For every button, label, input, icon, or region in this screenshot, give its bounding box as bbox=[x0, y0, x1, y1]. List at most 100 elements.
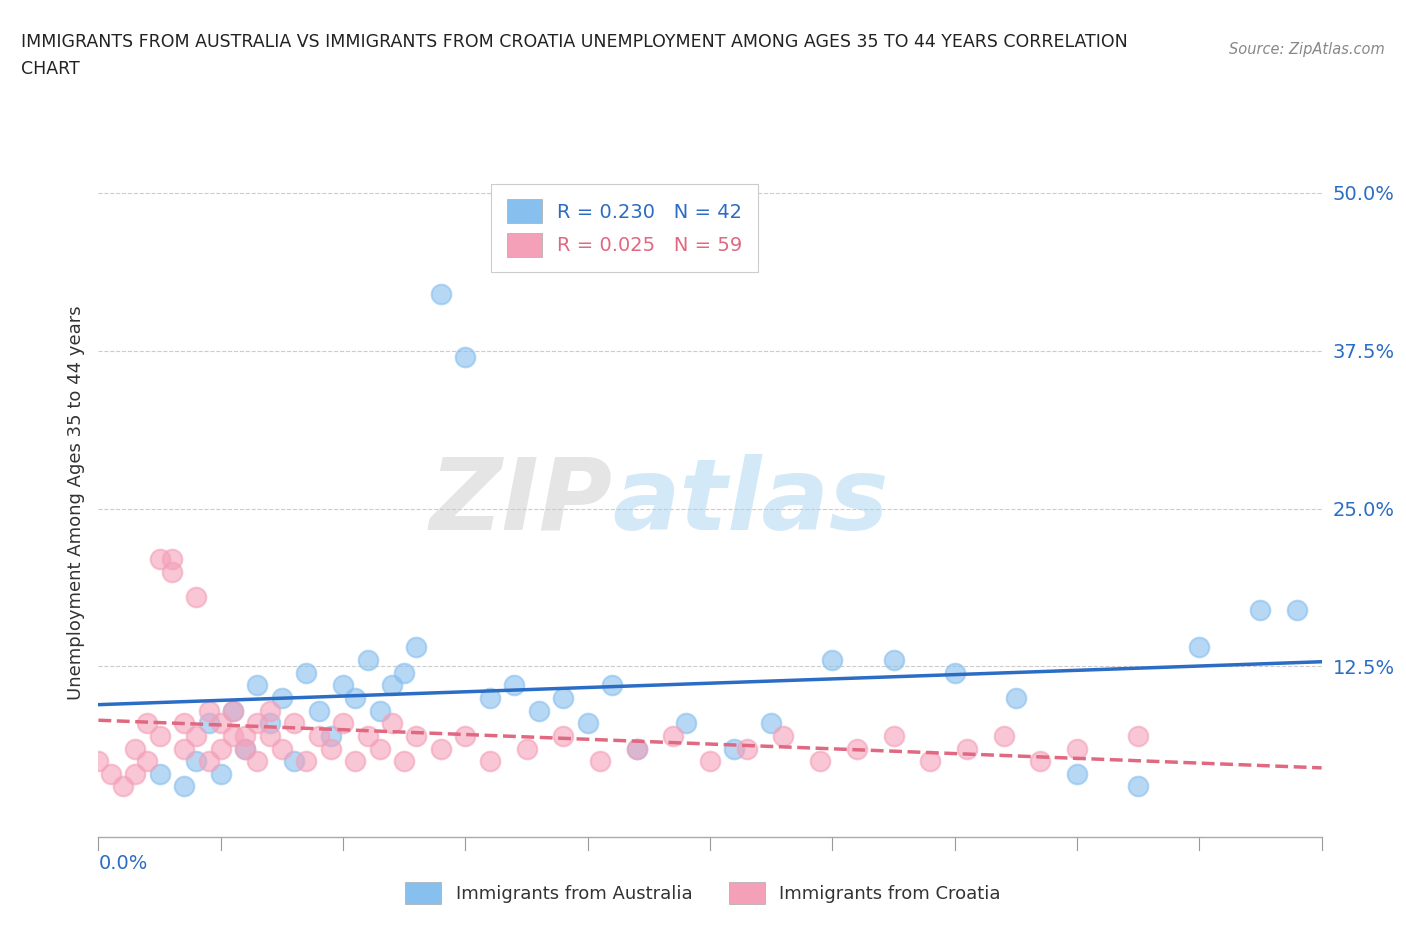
Point bbox=[246, 678, 269, 693]
Point bbox=[1004, 691, 1026, 706]
Point bbox=[368, 741, 391, 756]
Point bbox=[430, 286, 453, 301]
Point bbox=[136, 753, 159, 768]
Point bbox=[723, 741, 745, 756]
Point bbox=[405, 728, 427, 743]
Point bbox=[332, 716, 354, 731]
Point bbox=[1188, 640, 1211, 655]
Point bbox=[283, 716, 305, 731]
Point bbox=[197, 753, 219, 768]
Point bbox=[308, 703, 330, 718]
Point bbox=[136, 716, 159, 731]
Point bbox=[149, 728, 172, 743]
Point bbox=[160, 551, 183, 566]
Text: ZIP: ZIP bbox=[429, 454, 612, 551]
Point bbox=[160, 565, 183, 579]
Point bbox=[197, 716, 219, 731]
Point bbox=[246, 716, 269, 731]
Point bbox=[478, 753, 501, 768]
Point bbox=[149, 551, 172, 566]
Point bbox=[295, 753, 318, 768]
Point bbox=[173, 741, 195, 756]
Point bbox=[233, 741, 256, 756]
Text: atlas: atlas bbox=[612, 454, 889, 551]
Legend: R = 0.230   N = 42, R = 0.025   N = 59: R = 0.230 N = 42, R = 0.025 N = 59 bbox=[491, 184, 758, 272]
Point bbox=[259, 716, 281, 731]
Point bbox=[270, 741, 292, 756]
Point bbox=[1066, 741, 1088, 756]
Point bbox=[883, 728, 905, 743]
Point bbox=[430, 741, 453, 756]
Point bbox=[516, 741, 538, 756]
Text: 0.0%: 0.0% bbox=[98, 854, 148, 872]
Point bbox=[478, 691, 501, 706]
Point bbox=[993, 728, 1015, 743]
Point bbox=[735, 741, 758, 756]
Point bbox=[1128, 728, 1150, 743]
Point bbox=[222, 703, 245, 718]
Point bbox=[392, 753, 416, 768]
Point bbox=[209, 766, 232, 781]
Point bbox=[186, 728, 208, 743]
Point bbox=[124, 741, 146, 756]
Point bbox=[381, 716, 404, 731]
Point bbox=[883, 653, 905, 668]
Point bbox=[1066, 766, 1088, 781]
Point bbox=[149, 766, 172, 781]
Point bbox=[233, 728, 256, 743]
Point bbox=[197, 703, 219, 718]
Point bbox=[259, 728, 281, 743]
Text: Source: ZipAtlas.com: Source: ZipAtlas.com bbox=[1229, 42, 1385, 57]
Point bbox=[1286, 602, 1309, 617]
Point bbox=[454, 350, 477, 365]
Point bbox=[808, 753, 831, 768]
Point bbox=[173, 716, 195, 731]
Point bbox=[600, 678, 623, 693]
Point bbox=[246, 753, 269, 768]
Point bbox=[503, 678, 526, 693]
Point bbox=[1029, 753, 1052, 768]
Point bbox=[943, 665, 966, 680]
Point bbox=[173, 779, 195, 794]
Point bbox=[845, 741, 868, 756]
Point bbox=[87, 753, 110, 768]
Point bbox=[319, 728, 342, 743]
Point bbox=[589, 753, 612, 768]
Point bbox=[111, 779, 134, 794]
Point bbox=[319, 741, 342, 756]
Point bbox=[283, 753, 305, 768]
Point bbox=[1249, 602, 1271, 617]
Point bbox=[553, 728, 575, 743]
Point bbox=[222, 703, 245, 718]
Point bbox=[308, 728, 330, 743]
Text: CHART: CHART bbox=[21, 60, 80, 78]
Point bbox=[186, 753, 208, 768]
Point bbox=[270, 691, 292, 706]
Point bbox=[209, 716, 232, 731]
Point bbox=[124, 766, 146, 781]
Point bbox=[454, 728, 477, 743]
Point bbox=[356, 653, 378, 668]
Point bbox=[100, 766, 122, 781]
Point bbox=[662, 728, 685, 743]
Point bbox=[259, 703, 281, 718]
Point bbox=[368, 703, 391, 718]
Point bbox=[344, 753, 367, 768]
Y-axis label: Unemployment Among Ages 35 to 44 years: Unemployment Among Ages 35 to 44 years bbox=[66, 305, 84, 699]
Point bbox=[356, 728, 378, 743]
Point bbox=[295, 665, 318, 680]
Point bbox=[1128, 779, 1150, 794]
Point bbox=[553, 691, 575, 706]
Point bbox=[186, 590, 208, 604]
Point bbox=[332, 678, 354, 693]
Point bbox=[392, 665, 416, 680]
Text: IMMIGRANTS FROM AUSTRALIA VS IMMIGRANTS FROM CROATIA UNEMPLOYMENT AMONG AGES 35 : IMMIGRANTS FROM AUSTRALIA VS IMMIGRANTS … bbox=[21, 33, 1128, 50]
Point bbox=[405, 640, 427, 655]
Point bbox=[699, 753, 721, 768]
Point bbox=[675, 716, 697, 731]
Point bbox=[344, 691, 367, 706]
Point bbox=[772, 728, 794, 743]
Point bbox=[821, 653, 844, 668]
Point bbox=[233, 741, 256, 756]
Legend: Immigrants from Australia, Immigrants from Croatia: Immigrants from Australia, Immigrants fr… bbox=[398, 875, 1008, 911]
